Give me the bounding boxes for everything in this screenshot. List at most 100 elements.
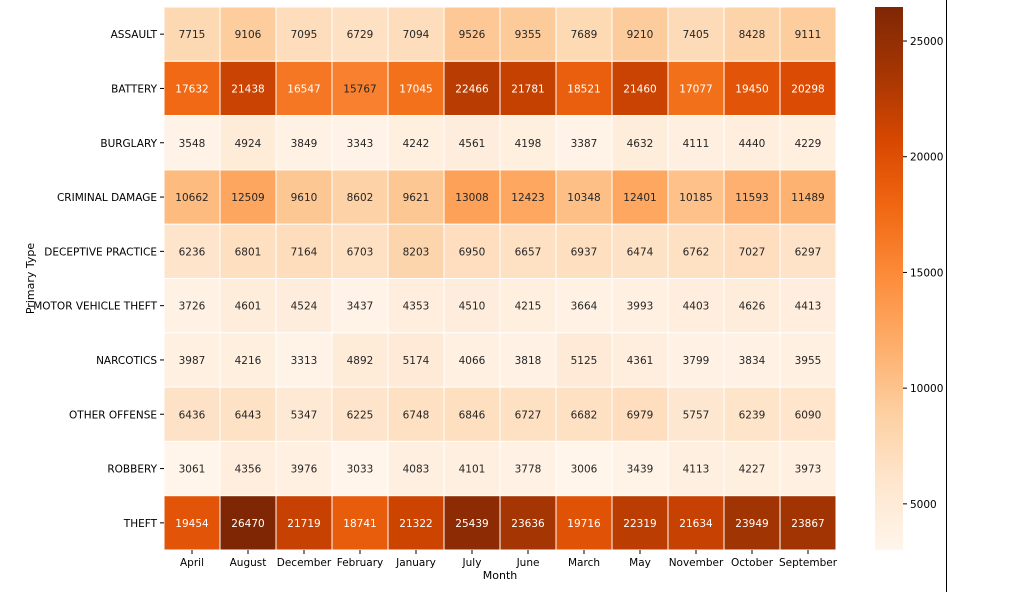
heatmap-cell	[219, 495, 277, 551]
cell-value-label: 6436	[179, 409, 206, 421]
cell-value-label: 6703	[347, 246, 374, 258]
cell-value-label: 4198	[515, 138, 542, 150]
cell-value-label: 4353	[403, 301, 430, 313]
heatmap-cell	[443, 332, 501, 388]
cell-value-label: 6297	[795, 246, 822, 258]
heatmap-cell	[219, 223, 277, 279]
y-tick-label: OTHER OFFENSE	[69, 409, 157, 421]
cell-value-label: 5174	[403, 355, 430, 367]
cell-value-label: 9526	[459, 29, 486, 41]
cell-value-label: 3955	[795, 355, 822, 367]
cell-value-label: 6950	[459, 246, 486, 258]
x-tick-label: September	[779, 557, 838, 569]
cell-value-label: 9111	[795, 29, 822, 41]
cell-value-label: 12423	[511, 192, 544, 204]
heatmap-cell	[163, 278, 221, 334]
cell-value-label: 7164	[291, 246, 318, 258]
colorbar-tick-label: 15000	[910, 267, 943, 279]
heatmap-cell	[163, 386, 221, 442]
heatmap-cell	[723, 169, 781, 225]
y-tick-label: CRIMINAL DAMAGE	[57, 192, 157, 204]
cell-value-label: 3818	[515, 355, 542, 367]
heatmap-cell	[723, 386, 781, 442]
heatmap-cell	[387, 223, 445, 279]
cell-value-label: 5125	[571, 355, 598, 367]
cell-value-label: 11489	[791, 192, 824, 204]
colorbar-tick-label: 20000	[910, 152, 943, 164]
heatmap-cell	[779, 386, 837, 442]
cell-value-label: 3834	[739, 355, 766, 367]
heatmap-cell	[555, 60, 613, 117]
cell-value-label: 3987	[179, 355, 206, 367]
colorbar-tick-label: 10000	[910, 383, 943, 395]
cell-value-label: 19454	[175, 518, 209, 530]
cell-value-label: 3343	[347, 138, 374, 150]
cell-value-label: 8203	[403, 246, 430, 258]
heatmap-cell	[331, 495, 389, 551]
cell-value-label: 6657	[515, 246, 542, 258]
cell-value-label: 3061	[179, 464, 206, 476]
cell-value-label: 4510	[459, 301, 486, 313]
heatmap-cell	[555, 440, 613, 497]
cell-value-label: 4066	[459, 355, 486, 367]
x-tick-label: December	[277, 557, 332, 569]
heatmap-cell	[275, 6, 333, 62]
cell-value-label: 21322	[399, 518, 432, 530]
heatmap-cell	[219, 440, 277, 497]
cell-value-label: 21438	[231, 83, 264, 95]
heatmap-cell	[779, 440, 837, 497]
cell-value-label: 7094	[403, 29, 430, 41]
x-axis-label: Month	[483, 569, 518, 582]
cell-value-label: 3548	[179, 138, 206, 150]
heatmap-cell	[387, 115, 445, 171]
figure-edge-divider	[946, 0, 947, 592]
heatmap-cell	[499, 332, 557, 388]
cell-value-label: 21634	[679, 518, 713, 530]
cell-value-label: 6762	[683, 246, 710, 258]
y-tick-label: ASSAULT	[111, 29, 158, 41]
cell-value-label: 10348	[567, 192, 600, 204]
cell-value-label: 5347	[291, 409, 318, 421]
heatmap-cell	[779, 169, 837, 225]
colorbar-tick-label: 25000	[910, 36, 943, 48]
cell-value-label: 19716	[567, 518, 601, 530]
cell-value-label: 4632	[627, 138, 654, 150]
heatmap-cell	[779, 6, 837, 62]
cell-value-label: 8602	[347, 192, 374, 204]
cell-value-label: 6236	[179, 246, 206, 258]
cell-value-label: 4361	[627, 355, 654, 367]
cell-value-label: 3439	[627, 464, 654, 476]
cell-value-label: 3993	[627, 301, 654, 313]
cell-value-label: 9106	[235, 29, 262, 41]
heatmap-cell	[219, 60, 277, 117]
y-tick-label: ROBBERY	[107, 464, 157, 476]
heatmap-cell	[499, 60, 557, 117]
cell-value-label: 4524	[291, 301, 318, 313]
heatmap-cell	[667, 332, 725, 388]
heatmap-cell	[611, 332, 669, 388]
heatmap-cell	[275, 386, 333, 442]
heatmap-cell	[611, 440, 669, 497]
heatmap-cell	[163, 6, 221, 62]
cell-value-label: 6979	[627, 409, 654, 421]
cell-value-label: 6801	[235, 246, 262, 258]
cell-value-label: 21719	[287, 518, 320, 530]
cell-value-label: 4440	[739, 138, 766, 150]
cell-value-label: 4083	[403, 464, 430, 476]
heatmap-cell	[555, 495, 613, 551]
heatmap-cell	[163, 440, 221, 497]
heatmap-cell	[163, 332, 221, 388]
cell-value-label: 6748	[403, 409, 430, 421]
cell-value-label: 17077	[679, 83, 712, 95]
cell-value-label: 21781	[511, 83, 544, 95]
cell-value-label: 17632	[175, 83, 208, 95]
x-tick-label: January	[395, 557, 436, 569]
y-tick-label: DECEPTIVE PRACTICE	[44, 246, 157, 258]
cell-value-label: 4215	[515, 301, 542, 313]
x-tick-label: November	[669, 557, 724, 569]
heatmap-cell	[387, 60, 445, 117]
heatmap-cell	[443, 223, 501, 279]
x-tick-label: April	[180, 557, 204, 569]
y-tick-label: MOTOR VEHICLE THEFT	[33, 301, 157, 313]
heatmap-cell-labels: 7715 9106 7095 6729 7094 9526 9355 7689 9210 7405…	[175, 29, 824, 530]
